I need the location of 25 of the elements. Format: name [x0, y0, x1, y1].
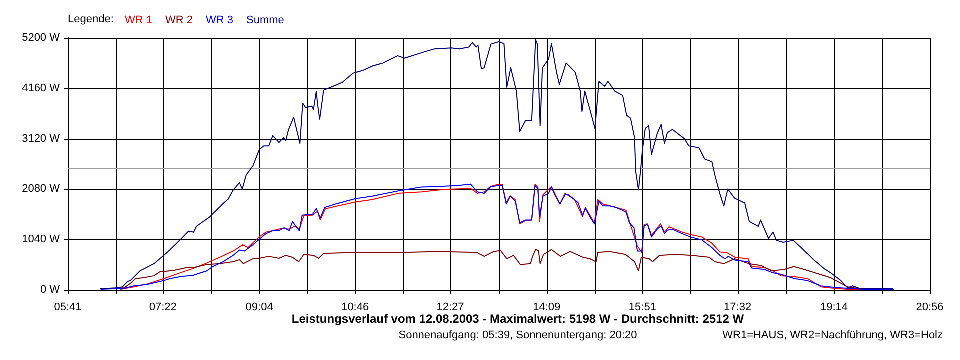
text: WR1=HAUS, WR2=Nachführung, WR3=Holz — [722, 330, 944, 342]
y-tick-label: 3120 W — [22, 132, 61, 145]
x-tick-label: 09:04 — [246, 302, 274, 314]
x-tick-label: 17:32 — [724, 302, 752, 314]
legend-title: Legende: — [68, 14, 114, 26]
y-tick-label: 4160 W — [22, 82, 61, 94]
y-tick-label: 5200 W — [22, 32, 61, 44]
text: Summe — [246, 14, 284, 26]
x-tick-label: 12:27 — [436, 302, 464, 314]
y-tick-label: 0 W — [40, 284, 61, 296]
line-series — [100, 39, 894, 290]
x-tick-label: 19:14 — [820, 302, 848, 314]
text: WR 1 — [125, 14, 152, 26]
x-tick-label: 20:56 — [916, 302, 944, 314]
text: Sonnenaufgang: 05:39, Sonnenuntergang: 20:20 — [398, 330, 638, 342]
x-tick-label: 05:41 — [54, 302, 82, 314]
y-tick-label: 1040 W — [22, 234, 61, 246]
x-tick-label: 15:51 — [628, 302, 656, 314]
x-tick-label: 10:46 — [342, 302, 370, 314]
x-tick-label: 14:09 — [533, 302, 561, 314]
text: WR 3 — [206, 14, 234, 26]
text: Leistungsverlauf vom 12.08.2003 - Maximalwert: 5198 W - Durchschnitt: 2512 W — [292, 312, 745, 326]
text: WR 2 — [166, 14, 193, 26]
x-tick-label: 07:22 — [149, 302, 177, 314]
y-tick-label: 2080 W — [22, 183, 61, 196]
